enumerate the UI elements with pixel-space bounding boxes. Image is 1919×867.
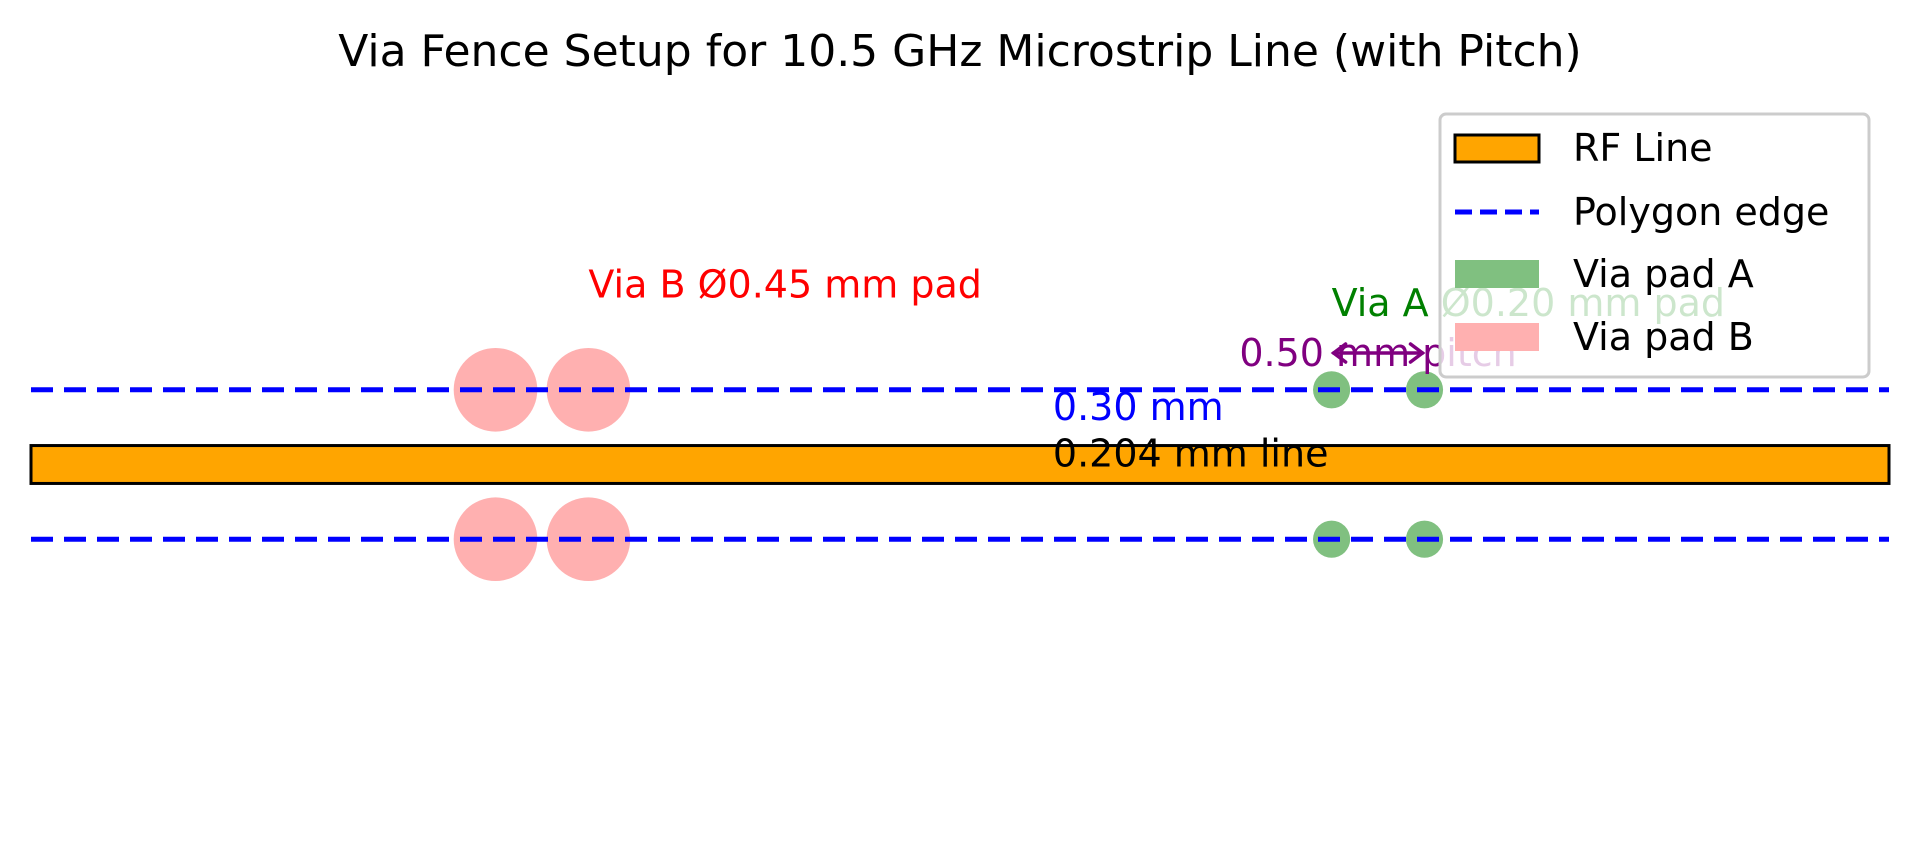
legend-swatch-via-pad bbox=[1455, 260, 1539, 288]
legend-frame bbox=[1438, 112, 1871, 379]
legend-item: Via pad B bbox=[1455, 315, 1754, 359]
legend-item: RF Line bbox=[1453, 126, 1713, 170]
legend: RF Line Polygon edge Via pad A Via pad B bbox=[1438, 112, 1871, 379]
arrow-head-right-icon bbox=[1408, 342, 1426, 364]
legend-label: RF Line bbox=[1573, 126, 1713, 170]
legend-label: Via pad B bbox=[1573, 315, 1754, 359]
legend-label: Via pad A bbox=[1573, 252, 1754, 296]
annotation-label: 0.204 mm line bbox=[1053, 431, 1329, 475]
legend-swatch-via-pad bbox=[1455, 323, 1539, 351]
via-pad-b bbox=[546, 348, 631, 432]
pitch-arrow bbox=[1330, 342, 1426, 364]
legend-swatch-rf-line bbox=[1453, 133, 1541, 164]
diagram-title: Via Fence Setup for 10.5 GHz Microstrip … bbox=[338, 26, 1581, 77]
legend-label: Polygon edge bbox=[1573, 190, 1829, 234]
annotation-label: 0.30 mm bbox=[1053, 385, 1224, 429]
annotation-label: Via B Ø0.45 mm pad bbox=[588, 262, 981, 306]
rf-line bbox=[29, 444, 1891, 485]
legend-item: Via pad A bbox=[1455, 252, 1754, 296]
via-pad-b bbox=[546, 497, 631, 581]
legend-item: Polygon edge bbox=[1455, 190, 1829, 234]
arrow-head-left-icon bbox=[1330, 342, 1348, 364]
